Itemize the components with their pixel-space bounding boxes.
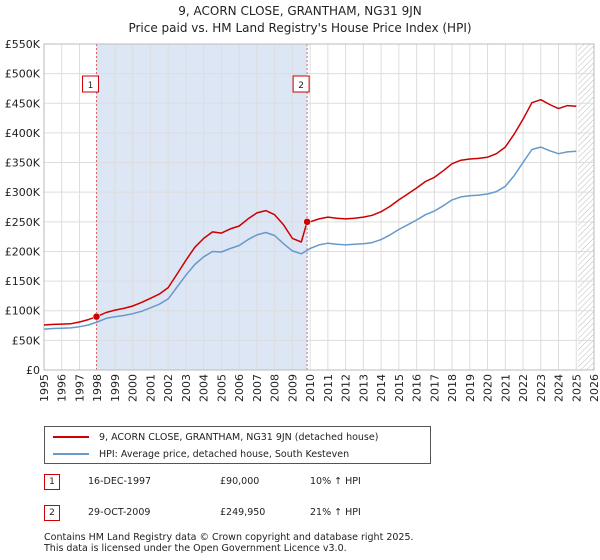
transaction-badge: 1	[44, 474, 60, 490]
y-tick-label: £250K	[5, 216, 41, 229]
transaction-point	[92, 312, 101, 321]
plot-area	[43, 43, 595, 371]
footer: Contains HM Land Registry data © Crown c…	[44, 532, 414, 554]
x-tick-label: 2018	[446, 374, 459, 402]
x-tick-label: 2002	[162, 374, 175, 402]
legend-item-hpi: HPI: Average price, detached house, Sout…	[53, 446, 349, 462]
chart-subtitle: Price paid vs. HM Land Registry's House …	[128, 21, 472, 35]
legend-item-property: 9, ACORN CLOSE, GRANTHAM, NG31 9JN (deta…	[53, 429, 378, 445]
y-tick-label: £500K	[5, 68, 41, 81]
legend: 9, ACORN CLOSE, GRANTHAM, NG31 9JN (deta…	[44, 426, 431, 464]
x-tick-label: 2010	[304, 374, 317, 402]
transaction-badge: 2	[44, 505, 60, 521]
x-tick-label: 2012	[340, 374, 353, 402]
x-tick-label: 2020	[482, 374, 495, 402]
x-tick-label: 2019	[464, 374, 477, 402]
transaction-label-box	[292, 75, 310, 93]
footer-line-1: Contains HM Land Registry data © Crown c…	[44, 532, 414, 543]
x-tick-label: 2017	[428, 374, 441, 402]
x-tick-label: 2001	[144, 374, 157, 402]
x-tick-label: 2015	[393, 374, 406, 402]
legend-swatch-hpi	[53, 453, 89, 455]
x-tick-label: 2014	[375, 374, 388, 402]
y-tick-label: £150K	[5, 275, 41, 288]
transaction-point	[303, 218, 311, 226]
x-tick-label: 1999	[109, 374, 122, 402]
transaction-price: £90,000	[220, 476, 260, 487]
y-tick-label: £100K	[5, 305, 41, 318]
x-tick-label: 2008	[269, 374, 282, 402]
x-tick-label: 2003	[180, 374, 193, 402]
x-tick-label: 2026	[588, 374, 600, 402]
y-tick-label: £550K	[5, 38, 41, 51]
price-chart: 1 2 £0 £50K £100K £150K £200K £250K £300K £350K £4…	[5, 38, 600, 402]
y-tick-label: £350K	[5, 157, 41, 170]
chart-title: 9, ACORN CLOSE, GRANTHAM, NG31 9JN	[178, 4, 422, 18]
transaction-label-box	[82, 75, 100, 93]
transaction-date: 16-DEC-1997	[88, 476, 152, 487]
footer-line-2: This data is licensed under the Open Gov…	[44, 543, 347, 554]
legend-swatch-property	[53, 436, 89, 438]
x-tick-label: 2016	[411, 374, 424, 402]
transaction-hpi: 21% ↑ HPI	[310, 507, 361, 518]
x-tick-label: 2022	[517, 374, 530, 402]
x-tick-label: 2004	[198, 374, 211, 402]
y-tick-label: £450K	[5, 97, 41, 110]
legend-label-property: 9, ACORN CLOSE, GRANTHAM, NG31 9JN (deta…	[99, 431, 379, 443]
x-tick-label: 2005	[215, 374, 228, 402]
transaction-price: £249,950	[220, 507, 266, 518]
hpi-series-line	[43, 146, 577, 330]
transaction-label: 1	[88, 81, 94, 91]
x-tick-label: 2011	[322, 374, 335, 402]
x-tick-label: 2023	[535, 374, 548, 402]
x-tick-label: 1996	[56, 374, 69, 402]
y-tick-label: £400K	[5, 127, 41, 140]
ownership-shade	[96, 44, 308, 370]
y-tick-label: £300K	[5, 186, 41, 199]
x-tick-label: 1995	[38, 374, 51, 402]
x-tick-label: 2009	[286, 374, 299, 402]
x-tick-label: 2013	[357, 374, 370, 402]
transaction-hpi: 10% ↑ HPI	[310, 476, 361, 487]
x-tick-label: 2021	[499, 374, 512, 402]
y-tick-label: £200K	[5, 245, 41, 258]
transaction-label: 2	[298, 81, 304, 91]
y-tick-label: £50K	[12, 334, 41, 347]
x-tick-label: 2000	[127, 374, 140, 402]
x-tick-label: 2025	[570, 374, 583, 402]
forecast-hatch	[578, 44, 594, 370]
x-tick-label: 1998	[91, 374, 104, 402]
legend-label-hpi: HPI: Average price, detached house, Sout…	[99, 448, 350, 460]
x-tick-label: 2006	[233, 374, 246, 402]
x-tick-label: 2007	[251, 374, 264, 402]
transaction-date: 29-OCT-2009	[88, 507, 151, 518]
x-tick-label: 1997	[73, 374, 86, 402]
y-tick-label: £0	[26, 364, 40, 377]
x-tick-label: 2024	[553, 374, 566, 402]
